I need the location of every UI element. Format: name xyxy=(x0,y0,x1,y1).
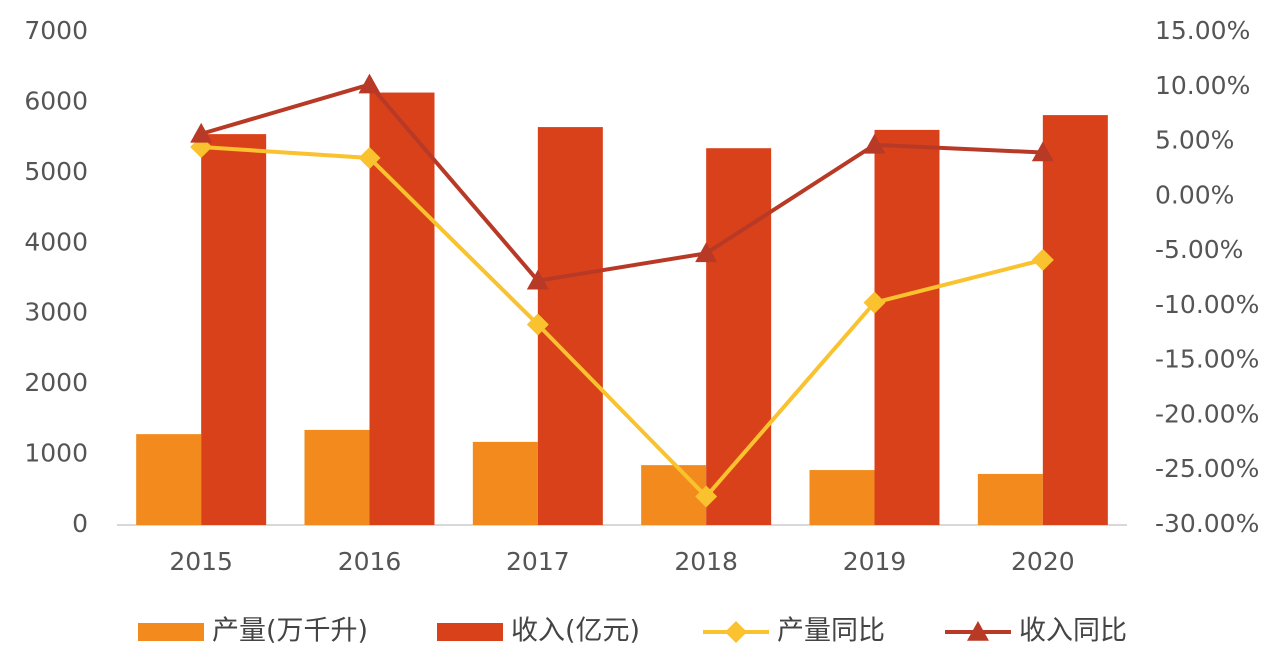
y-tick-label: 5000 xyxy=(24,157,88,186)
marker xyxy=(526,269,549,290)
bar xyxy=(136,434,202,525)
marker xyxy=(695,242,718,263)
legend-label: 产量(万千升) xyxy=(212,616,368,647)
marker xyxy=(863,291,886,314)
legend-label: 收入(亿元) xyxy=(511,616,640,647)
line xyxy=(201,145,1044,500)
legend-label: 产量同比 xyxy=(777,616,885,647)
bar xyxy=(304,429,370,525)
bar xyxy=(874,129,940,525)
legend-swatch xyxy=(437,623,503,641)
y-tick-label: 6000 xyxy=(24,86,88,115)
legend-marker xyxy=(725,621,747,643)
x-tick-label: 2017 xyxy=(506,547,570,576)
y2-tick-label: -25.00% xyxy=(1155,454,1259,483)
y-tick-label: 7000 xyxy=(24,16,88,45)
marker xyxy=(1031,248,1054,271)
legend-swatch xyxy=(138,623,204,641)
legend-label: 收入同比 xyxy=(1019,616,1127,647)
y2-tick-label: -20.00% xyxy=(1155,399,1259,428)
y-tick-label: 1000 xyxy=(24,439,88,468)
marker xyxy=(358,146,381,169)
bar xyxy=(472,441,538,525)
marker xyxy=(190,122,213,143)
y-tick-label: 4000 xyxy=(24,227,88,256)
line xyxy=(200,82,1043,283)
bar xyxy=(1042,115,1108,525)
y2-tick-label: -15.00% xyxy=(1155,345,1259,374)
bar xyxy=(369,92,435,525)
marker xyxy=(863,133,886,154)
x-tick-label: 2019 xyxy=(843,547,907,576)
x-tick-label: 2020 xyxy=(1011,547,1075,576)
marker xyxy=(358,73,381,94)
bar xyxy=(537,127,603,525)
marker xyxy=(1031,141,1054,162)
legend-marker xyxy=(967,621,989,641)
bar xyxy=(201,134,267,525)
bar xyxy=(641,465,707,525)
y2-tick-label: 15.00% xyxy=(1155,16,1250,45)
y-tick-label: 2000 xyxy=(24,368,88,397)
y2-tick-label: 5.00% xyxy=(1155,126,1234,155)
x-tick-label: 2015 xyxy=(169,547,233,576)
bar xyxy=(706,148,772,525)
y2-tick-label: -5.00% xyxy=(1155,235,1243,264)
bar xyxy=(977,473,1043,525)
y-tick-label: 0 xyxy=(72,509,88,538)
marker xyxy=(695,485,718,508)
y2-tick-label: 10.00% xyxy=(1155,71,1250,100)
x-tick-label: 2016 xyxy=(338,547,402,576)
bar xyxy=(809,470,875,525)
x-tick-label: 2018 xyxy=(674,547,738,576)
marker xyxy=(526,313,549,336)
y2-tick-label: -30.00% xyxy=(1155,509,1259,538)
y2-tick-label: -10.00% xyxy=(1155,290,1259,319)
y2-tick-label: 0.00% xyxy=(1155,180,1234,209)
y-tick-label: 3000 xyxy=(24,298,88,327)
